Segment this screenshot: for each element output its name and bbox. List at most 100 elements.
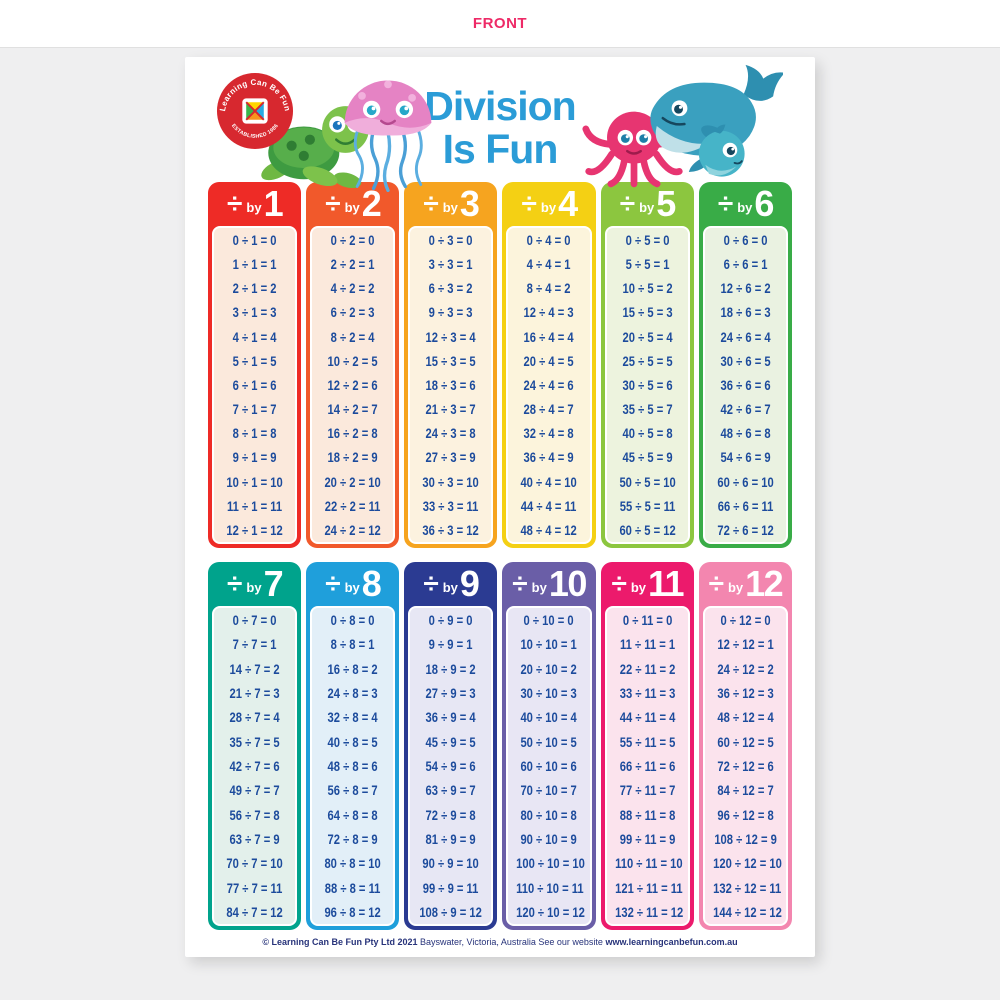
division-fact: 4 ÷ 2 = 2 [330, 280, 375, 297]
division-fact: 56 ÷ 7 = 8 [229, 806, 280, 823]
divisor-number: 2 [361, 183, 382, 224]
divisor-number: 6 [754, 183, 774, 224]
division-fact: 24 ÷ 12 = 2 [717, 660, 774, 677]
division-fact: 1 ÷ 1 = 1 [232, 256, 277, 273]
facts-list-2: 0 ÷ 2 = 0 2 ÷ 2 = 1 4 ÷ 2 = 2 6 ÷ 2 = 3 8 ÷ … [310, 226, 396, 544]
footer-website: www.learningcanbefun.com.au [605, 937, 738, 947]
division-fact: 0 ÷ 2 = 0 [330, 232, 375, 248]
column-header-4: ÷ by 4 [506, 182, 591, 226]
by-label: by [246, 200, 262, 215]
divide-icon: ÷ [512, 568, 528, 599]
division-fact: 18 ÷ 2 = 9 [327, 449, 378, 466]
facts-list-10: 0 ÷ 10 = 0 10 ÷ 10 = 1 20 ÷ 10 = 2 30 ÷ 10 … [506, 606, 592, 926]
division-fact: 9 ÷ 1 = 9 [232, 449, 277, 466]
facts-list-7: 0 ÷ 7 = 0 7 ÷ 7 = 1 14 ÷ 7 = 2 21 ÷ 7 = 3 28… [212, 606, 298, 926]
division-fact: 32 ÷ 8 = 4 [327, 709, 378, 726]
facts-list-12: 0 ÷ 12 = 0 12 ÷ 12 = 1 24 ÷ 12 = 2 36 ÷ 12 … [702, 606, 788, 926]
divisor-number: 9 [459, 563, 480, 604]
division-fact: 72 ÷ 8 = 9 [327, 830, 378, 847]
division-fact: 4 ÷ 4 = 1 [527, 256, 571, 273]
facts-list-6: 0 ÷ 6 = 0 6 ÷ 6 = 1 12 ÷ 6 = 2 18 ÷ 6 = 3 24… [702, 226, 788, 544]
division-fact: 64 ÷ 8 = 8 [327, 806, 378, 823]
divide-icon: ÷ [325, 568, 341, 599]
division-fact: 132 ÷ 11 = 12 [614, 903, 683, 920]
division-fact: 16 ÷ 2 = 8 [327, 425, 378, 442]
divisor-number: 10 [548, 563, 588, 604]
division-fact: 50 ÷ 10 = 5 [520, 733, 578, 750]
division-fact: 33 ÷ 3 = 11 [423, 497, 479, 514]
division-fact: 60 ÷ 6 = 10 [717, 473, 774, 490]
jellyfish-illustration [344, 80, 432, 193]
division-fact: 90 ÷ 10 = 9 [520, 830, 578, 847]
divisor-number: 7 [263, 563, 284, 604]
octopus-illustration [582, 111, 686, 188]
division-fact: 32 ÷ 4 = 8 [524, 425, 575, 442]
facts-list-9: 0 ÷ 9 = 0 9 ÷ 9 = 1 18 ÷ 9 = 2 27 ÷ 9 = 3 36… [408, 606, 494, 926]
title-line2: Is Fun [442, 126, 559, 173]
division-fact: 30 ÷ 10 = 3 [520, 684, 578, 701]
division-fact: 99 ÷ 9 = 11 [423, 879, 479, 896]
division-card-7: ÷ by 7 0 ÷ 7 = 0 7 ÷ 7 = 1 14 ÷ 7 = 2 21 ÷ … [208, 562, 302, 930]
division-fact: 21 ÷ 7 = 3 [229, 684, 280, 701]
column-header-2: ÷ by 2 [310, 182, 395, 226]
facts-list-5: 0 ÷ 5 = 0 5 ÷ 5 = 1 10 ÷ 5 = 2 15 ÷ 5 = 3 20… [604, 226, 690, 544]
division-fact: 48 ÷ 12 = 4 [717, 709, 774, 726]
division-fact: 12 ÷ 1 = 12 [226, 521, 283, 538]
division-fact: 16 ÷ 8 = 2 [327, 660, 378, 677]
division-fact: 15 ÷ 5 = 3 [622, 304, 673, 321]
division-fact: 48 ÷ 6 = 8 [720, 425, 771, 442]
division-fact: 70 ÷ 7 = 10 [226, 855, 283, 872]
division-fact: 48 ÷ 4 = 12 [520, 521, 578, 538]
division-fact: 63 ÷ 9 = 7 [425, 782, 476, 799]
facts-list-4: 0 ÷ 4 = 0 4 ÷ 4 = 1 8 ÷ 4 = 2 12 ÷ 4 = 3 16 … [506, 226, 592, 544]
division-fact: 11 ÷ 11 = 1 [619, 636, 675, 653]
poster: Learning Can Be Fun ESTABLISHED 1986 Div… [185, 57, 815, 957]
by-label: by [727, 580, 744, 595]
divisor-number: 12 [745, 563, 784, 604]
divide-icon: ÷ [423, 568, 439, 599]
division-fact: 40 ÷ 10 = 4 [520, 709, 578, 726]
column-header-3: ÷ by 3 [408, 182, 493, 226]
division-fact: 2 ÷ 1 = 2 [232, 280, 277, 297]
division-fact: 28 ÷ 4 = 7 [524, 401, 575, 418]
division-fact: 20 ÷ 4 = 5 [524, 352, 575, 369]
division-fact: 35 ÷ 7 = 5 [229, 733, 280, 750]
division-fact: 66 ÷ 11 = 6 [619, 757, 676, 774]
division-fact: 36 ÷ 6 = 6 [720, 376, 771, 393]
divide-icon: ÷ [227, 568, 243, 599]
division-fact: 90 ÷ 9 = 10 [422, 855, 480, 872]
division-fact: 40 ÷ 5 = 8 [622, 425, 673, 442]
division-fact: 96 ÷ 12 = 8 [717, 806, 774, 823]
facts-list-1: 0 ÷ 1 = 0 1 ÷ 1 = 1 2 ÷ 1 = 2 3 ÷ 1 = 3 4 ÷ … [212, 226, 298, 544]
learning-can-be-fun-logo: Learning Can Be Fun ESTABLISHED 1986 [216, 72, 294, 150]
divisor-number: 8 [361, 563, 382, 604]
footer-publisher: © Learning Can Be Fun Pty Ltd 2021 [262, 937, 418, 947]
division-fact: 18 ÷ 9 = 2 [425, 660, 476, 677]
division-fact: 12 ÷ 12 = 1 [717, 636, 774, 653]
division-fact: 40 ÷ 4 = 10 [520, 473, 578, 490]
division-fact: 108 ÷ 9 = 12 [419, 903, 483, 920]
division-fact: 10 ÷ 1 = 10 [226, 473, 283, 490]
divide-icon: ÷ [227, 188, 243, 219]
divide-icon: ÷ [325, 188, 341, 219]
division-fact: 45 ÷ 9 = 5 [425, 733, 476, 750]
division-fact: 44 ÷ 4 = 11 [521, 497, 577, 514]
division-fact: 12 ÷ 4 = 3 [524, 304, 575, 321]
division-fact: 0 ÷ 5 = 0 [625, 232, 670, 248]
division-fact: 72 ÷ 12 = 6 [717, 757, 774, 774]
division-fact: 18 ÷ 3 = 6 [425, 376, 476, 393]
division-fact: 110 ÷ 11 = 10 [614, 855, 683, 872]
division-fact: 0 ÷ 4 = 0 [527, 232, 571, 248]
division-fact: 45 ÷ 5 = 9 [622, 449, 673, 466]
column-header-11: ÷ by 11 [605, 562, 690, 606]
facts-list-3: 0 ÷ 3 = 0 3 ÷ 3 = 1 6 ÷ 3 = 2 9 ÷ 3 = 3 12 ÷… [408, 226, 494, 544]
division-fact: 11 ÷ 1 = 11 [227, 497, 283, 514]
divisor-number: 3 [459, 183, 480, 224]
division-fact: 30 ÷ 6 = 5 [720, 352, 771, 369]
division-card-5: ÷ by 5 0 ÷ 5 = 0 5 ÷ 5 = 1 10 ÷ 5 = 2 15 ÷ … [600, 182, 694, 548]
division-fact: 9 ÷ 3 = 3 [428, 304, 473, 321]
divide-icon: ÷ [708, 568, 724, 599]
division-fact: 24 ÷ 6 = 4 [720, 328, 771, 345]
division-fact: 42 ÷ 7 = 6 [229, 757, 280, 774]
division-fact: 72 ÷ 6 = 12 [717, 521, 774, 538]
